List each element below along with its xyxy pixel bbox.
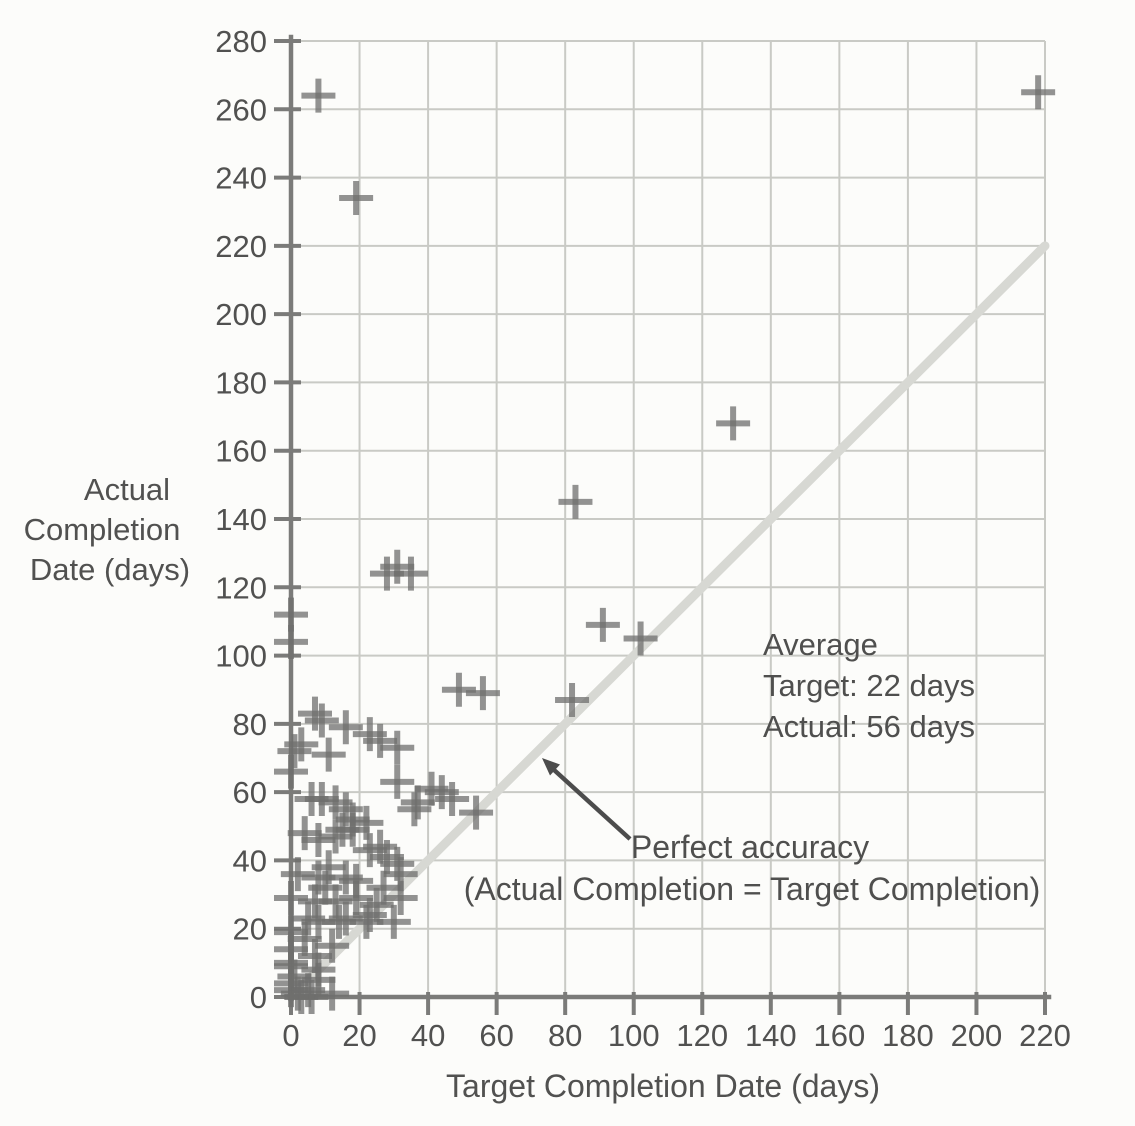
data-point-marker [315,976,350,1011]
y-axis-title-line: Completion [24,512,181,547]
axis-titles: Actual Completion Date (days) Target Comple… [24,472,880,1104]
y-tick-label: 240 [215,161,267,196]
y-tick-label: 100 [215,639,267,674]
data-point-marker [301,822,336,857]
data-point-marker [623,621,658,656]
x-tick-label: 160 [813,1018,865,1053]
tick-labels: 0 20 40 60 80 100 120 140 160 180 200 220 240 260 280 0… [215,24,1071,1053]
y-tick-label: 140 [215,502,267,537]
x-tick-label: 40 [411,1018,445,1053]
x-tick-label: 180 [882,1018,934,1053]
axes [274,34,1052,1015]
data-point-marker [465,676,500,711]
x-tick-label: 120 [676,1018,728,1053]
data-point-marker [297,696,332,731]
data-point-marker [585,607,620,642]
y-tick-label: 260 [215,92,267,127]
x-tick-label: 200 [951,1018,1003,1053]
average-annotation-line: Average [763,627,878,662]
data-point-marker [558,484,593,519]
x-tick-label: 60 [479,1018,513,1053]
data-point-marker [291,973,326,1008]
y-tick-label: 0 [250,980,267,1015]
data-point-marker [380,764,415,799]
y-tick-label: 280 [215,24,267,59]
y-tick-label: 200 [215,297,267,332]
data-point-marker [435,781,470,816]
average-annotation-line: Target: 22 days [763,668,975,703]
data-point-marker [349,904,384,939]
data-point-marker [380,730,415,765]
data-point-marker [328,710,363,745]
perfect-accuracy-equation: (Actual Completion = Target Completion) [464,871,1041,907]
data-point-marker [459,795,494,830]
data-point-marker [335,812,370,847]
average-annotation-line: Actual: 56 days [763,709,975,744]
y-tick-label: 160 [215,434,267,469]
x-tick-label: 20 [342,1018,376,1053]
data-point-marker [291,901,326,936]
perfect-accuracy-label: Perfect accuracy [631,829,869,865]
data-point-marker [301,78,336,113]
data-point-marker [318,819,353,854]
x-axis-title: Target Completion Date (days) [446,1068,880,1104]
data-point-marker [393,556,428,591]
y-tick-label: 60 [233,775,267,810]
data-point-marker [328,901,363,936]
y-tick-label: 220 [215,229,267,264]
y-axis-title-line: Actual [84,472,170,507]
data-point-marker [397,792,432,827]
annotations: Average Target: 22 days Actual: 56 days Per… [464,627,1041,907]
data-point-marker [294,980,329,1014]
data-point-marker [277,734,312,769]
data-point-marker [274,754,308,789]
data-point-marker [318,884,353,919]
data-point-marker [339,880,374,915]
data-point-marker [383,880,418,915]
x-tick-label: 220 [1019,1018,1071,1053]
data-point-marker [352,898,387,933]
data-point-marker [280,857,315,892]
y-tick-label: 180 [215,365,267,400]
data-point-marker [274,880,308,915]
data-point-marker [441,672,476,707]
data-point-marker [284,727,319,762]
data-point-marker [304,703,339,738]
data-point-marker [274,624,308,659]
data-points [274,75,1056,1014]
y-tick-label: 80 [233,707,267,742]
x-tick-label: 140 [745,1018,797,1053]
y-tick-label: 20 [233,912,267,947]
data-point-marker [400,785,435,820]
data-point-marker [304,781,339,816]
data-point-marker [311,737,346,772]
y-axis-title-line: Date (days) [30,552,190,587]
annotation-arrow [542,758,632,841]
arrow-head-icon [542,758,560,776]
data-point-marker [1021,75,1056,110]
y-tick-label: 40 [233,843,267,878]
x-tick-label: 0 [282,1018,299,1053]
data-point-marker [716,406,751,441]
y-tick-label: 120 [215,570,267,605]
data-point-marker [339,181,374,216]
arrow-shaft [551,767,632,841]
data-point-marker [366,870,401,905]
data-point-marker [315,928,350,963]
data-point-marker [363,723,398,758]
x-tick-label: 80 [548,1018,582,1053]
data-point-marker [555,682,590,717]
x-tick-label: 100 [608,1018,660,1053]
